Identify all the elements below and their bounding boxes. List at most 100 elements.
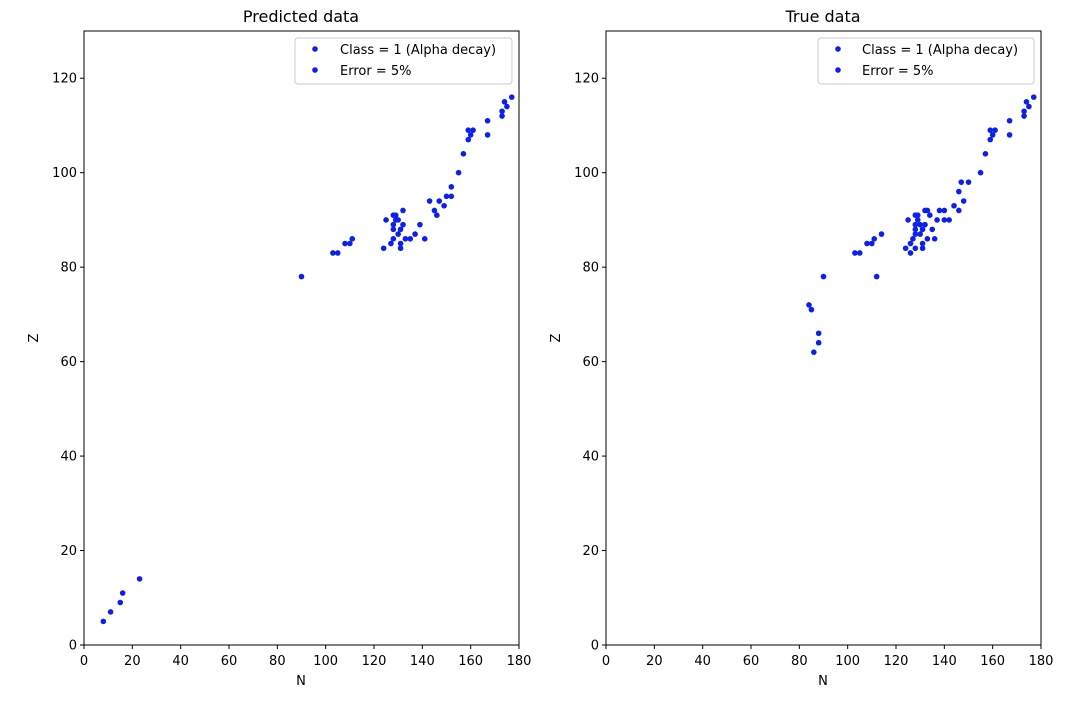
data-point — [1021, 108, 1027, 115]
data-point — [499, 108, 505, 115]
data-point — [390, 221, 397, 228]
data-point — [941, 207, 948, 214]
y-tick-label: 40 — [582, 450, 599, 465]
plot-frame — [83, 30, 520, 646]
x-tick-label: 100 — [835, 654, 860, 669]
legend: Class = 1 (Alpha decay) Error = 5% — [817, 37, 1035, 85]
x-axis-label: N — [296, 674, 306, 689]
data-point — [1006, 132, 1013, 138]
data-point — [434, 212, 440, 218]
data-point — [864, 240, 870, 247]
data-point — [100, 618, 107, 625]
data-point — [388, 240, 394, 247]
x-tick-label: 40 — [694, 654, 711, 669]
data-point — [465, 127, 472, 133]
data-point — [400, 221, 406, 228]
data-point — [931, 236, 938, 242]
data-point — [912, 245, 919, 252]
data-point — [922, 221, 928, 228]
data-point — [501, 99, 508, 105]
data-point — [421, 236, 428, 242]
data-point — [936, 207, 943, 214]
points-group — [806, 94, 1037, 355]
y-tick-label: 60 — [60, 355, 77, 370]
data-point — [397, 226, 404, 233]
data-point — [426, 198, 433, 204]
x-tick-label: 160 — [458, 654, 483, 669]
x-tick-label: 60 — [743, 654, 760, 669]
data-point — [811, 349, 817, 355]
legend-box — [294, 37, 513, 85]
data-point — [856, 250, 863, 256]
data-point — [902, 245, 909, 252]
data-point — [965, 179, 972, 185]
data-point — [298, 273, 305, 280]
data-point — [395, 231, 401, 237]
data-point — [992, 127, 998, 133]
data-point — [342, 240, 348, 247]
x-tick-label: 140 — [410, 654, 435, 669]
data-point — [815, 339, 822, 346]
data-point — [107, 609, 114, 615]
data-point — [914, 212, 921, 218]
data-point — [448, 184, 455, 190]
data-point — [987, 127, 994, 133]
data-point — [443, 193, 450, 200]
y-tick-label: 0 — [591, 639, 599, 654]
data-point — [929, 226, 936, 233]
data-point — [907, 240, 914, 247]
y-tick-label: 100 — [52, 166, 77, 181]
data-point — [852, 250, 858, 256]
x-tick-label: 80 — [791, 654, 808, 669]
legend: Class = 1 (Alpha decay) Error = 5% — [294, 37, 513, 85]
data-point — [815, 330, 822, 337]
panel-predicted: 0 20 40 60 80 100 120 140 160 180 0 20 40 60 80 100 120… — [27, 7, 531, 689]
legend-entry-1: Class = 1 (Alpha decay) — [862, 43, 1018, 58]
data-point — [504, 103, 510, 110]
x-tick-label: 20 — [124, 654, 141, 669]
data-point — [912, 231, 919, 237]
data-point — [914, 217, 921, 223]
legend-box — [817, 37, 1035, 85]
x-ticks: 0 20 40 60 80 100 120 140 160 180 — [80, 645, 531, 669]
data-point — [951, 202, 957, 209]
data-point — [499, 113, 505, 119]
data-point — [808, 306, 815, 313]
data-point — [395, 217, 401, 223]
legend-entry-2: Error = 5% — [862, 64, 933, 79]
data-point — [392, 212, 399, 218]
plot-area — [84, 31, 519, 645]
data-point — [390, 236, 397, 242]
data-point — [869, 240, 875, 247]
data-point — [402, 236, 409, 242]
x-tick-label: 0 — [602, 654, 610, 669]
data-point — [397, 240, 404, 247]
data-point — [912, 221, 919, 228]
legend-entry-1: Class = 1 (Alpha decay) — [340, 43, 496, 58]
data-point — [958, 179, 965, 185]
data-point — [987, 136, 994, 143]
data-point — [117, 599, 124, 606]
data-point — [907, 250, 914, 256]
data-point — [941, 217, 948, 223]
data-point — [431, 207, 438, 214]
data-point — [1021, 113, 1027, 119]
data-point — [455, 169, 462, 176]
x-tick-label: 40 — [172, 654, 189, 669]
x-tick-label: 80 — [269, 654, 286, 669]
y-tick-label: 20 — [60, 544, 77, 559]
data-point — [397, 245, 404, 252]
data-point — [946, 217, 952, 223]
y-tick-label: 20 — [582, 544, 599, 559]
data-point — [334, 250, 341, 256]
data-point — [412, 231, 418, 237]
data-point — [919, 226, 926, 233]
x-tick-label: 100 — [313, 654, 338, 669]
data-point — [417, 221, 423, 228]
data-point — [383, 217, 389, 223]
data-point — [989, 132, 996, 138]
data-point — [467, 132, 474, 138]
x-tick-label: 120 — [362, 654, 387, 669]
x-tick-label: 20 — [646, 654, 663, 669]
